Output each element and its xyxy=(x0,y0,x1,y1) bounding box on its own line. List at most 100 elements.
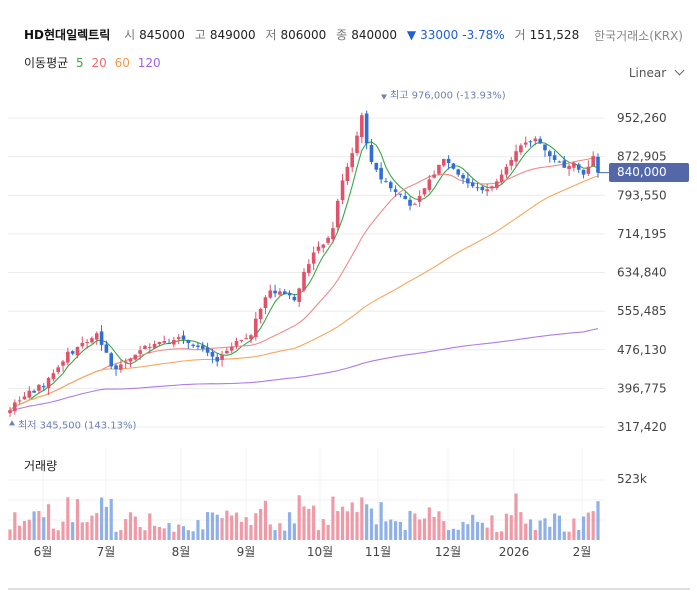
volume-bar xyxy=(557,515,562,540)
change-percent: -3.78% xyxy=(462,28,505,42)
candle-body xyxy=(109,353,114,367)
volume-bar xyxy=(114,531,118,540)
candle-body xyxy=(393,189,398,193)
volume-bar xyxy=(230,515,234,540)
volume-bar xyxy=(369,508,374,540)
volume-bar xyxy=(461,521,465,540)
candle-body xyxy=(119,364,123,370)
ma20-legend[interactable]: 20 xyxy=(91,56,107,70)
volume-bar xyxy=(215,514,219,540)
candle-body xyxy=(572,162,576,168)
volume-bar xyxy=(389,519,393,540)
candle-body xyxy=(538,138,542,144)
volume-bar xyxy=(162,528,166,540)
volume-bar xyxy=(259,508,263,540)
candle-body xyxy=(181,335,186,340)
candle-body xyxy=(360,115,364,138)
volume-bar xyxy=(278,523,282,540)
change-down-icon: ▼ xyxy=(406,28,417,42)
candle-body xyxy=(51,373,56,380)
volume-bar xyxy=(268,524,272,540)
ma60-legend[interactable]: 60 xyxy=(114,56,130,70)
candle-body xyxy=(215,356,220,362)
x-tick-label: 2월 xyxy=(573,545,592,559)
ma5-legend[interactable]: 5 xyxy=(76,56,84,70)
volume-bar xyxy=(18,525,22,540)
volume-label: 거 xyxy=(514,28,526,42)
volume-bar xyxy=(249,525,253,540)
volume-bar xyxy=(172,531,176,540)
candle-body xyxy=(205,347,210,353)
candle-body xyxy=(249,335,253,340)
ma-line-120 xyxy=(9,328,599,413)
volume-bar xyxy=(32,511,36,540)
volume-value: 151,528 xyxy=(529,28,580,42)
volume-bar xyxy=(514,493,518,540)
exchange-name: 한국거래소(KRX) xyxy=(594,29,683,43)
candle-body xyxy=(123,361,128,363)
candle-body xyxy=(80,342,85,347)
y-tick-label: 396,775 xyxy=(617,381,667,395)
x-tick-label: 12월 xyxy=(435,545,461,559)
scale-toggle-button[interactable]: Linear xyxy=(629,65,685,80)
candle-body xyxy=(326,237,330,243)
volume-series xyxy=(8,493,600,540)
volume-bar xyxy=(567,531,571,540)
candle-body xyxy=(157,342,162,345)
candle-body xyxy=(27,390,32,398)
candle-body xyxy=(143,345,147,350)
candle-body xyxy=(307,264,311,273)
price-axis: 952,260 872,905 793,550 714,195 634,840 555,4… xyxy=(617,111,667,434)
candle-body xyxy=(490,186,494,189)
y-tick-label: 317,420 xyxy=(617,420,667,434)
volume-bar xyxy=(157,526,162,540)
volume-bar xyxy=(95,513,99,540)
volume-bar xyxy=(234,512,239,540)
high-marker-icon xyxy=(381,94,387,100)
volume-bar xyxy=(533,529,537,540)
candle-body xyxy=(41,386,46,388)
candle-body xyxy=(509,159,514,166)
candle-body xyxy=(432,174,436,178)
candle-body xyxy=(138,350,142,354)
x-tick-label: 6월 xyxy=(34,545,53,559)
candle-body xyxy=(17,400,22,402)
volume-bar xyxy=(379,502,383,540)
volume-bar xyxy=(572,518,576,540)
candle-body xyxy=(388,182,393,189)
high-annotation: 최고 976,000 (-13.93%) xyxy=(390,89,506,101)
open-value: 845000 xyxy=(139,28,185,42)
open-label: 시 xyxy=(124,28,136,42)
volume-bar xyxy=(528,519,533,540)
candle-body xyxy=(302,271,306,291)
y-tick-label: 714,195 xyxy=(617,227,667,241)
volume-bar xyxy=(152,525,157,540)
candle-body xyxy=(369,145,374,162)
volume-bar xyxy=(99,497,104,540)
stock-name: HD현대일렉트릭 xyxy=(24,28,111,42)
candle-body xyxy=(466,178,470,184)
volume-bar xyxy=(206,512,210,540)
chevron-down-icon xyxy=(674,65,685,76)
ma120-legend[interactable]: 120 xyxy=(137,56,161,70)
volume-bar xyxy=(427,507,431,540)
high-value: 849000 xyxy=(209,28,256,42)
volume-bar xyxy=(37,510,41,540)
volume-bar xyxy=(480,522,484,540)
volume-bar xyxy=(51,528,55,540)
volume-bar xyxy=(500,531,504,540)
volume-bar xyxy=(577,529,581,540)
volume-bar xyxy=(393,521,398,540)
volume-bar xyxy=(422,518,427,540)
candle-body xyxy=(229,346,234,351)
volume-bar xyxy=(471,514,475,540)
candle-body xyxy=(292,296,297,301)
candle-body xyxy=(470,182,475,187)
ma-line-60 xyxy=(9,175,599,411)
volume-bar xyxy=(292,523,296,540)
candle-body xyxy=(364,113,369,144)
x-tick-label: 2026 xyxy=(499,545,530,559)
volume-bar xyxy=(133,516,137,540)
candle-body xyxy=(552,155,557,160)
volume-bar xyxy=(524,523,528,540)
